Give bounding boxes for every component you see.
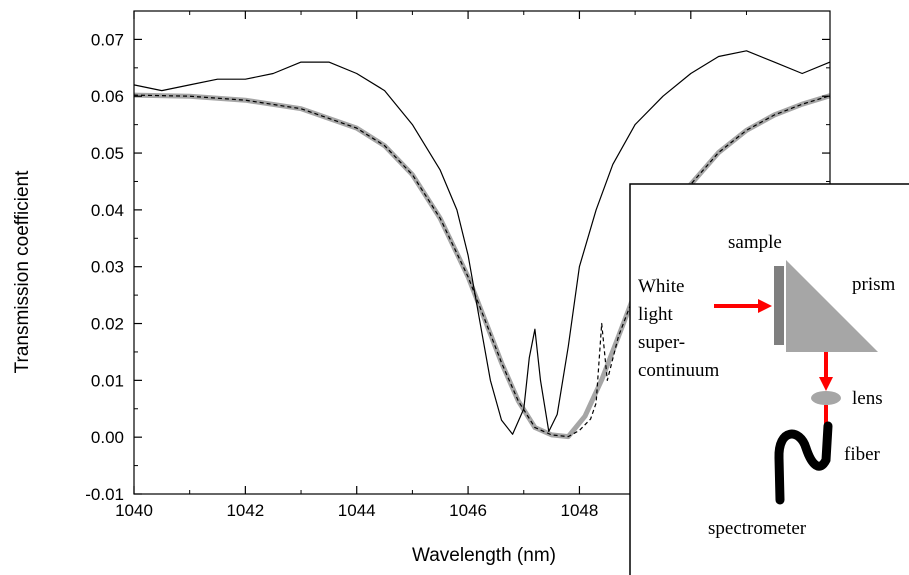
inset-frame	[629, 183, 909, 575]
lens-shape	[811, 391, 841, 405]
sample-plate	[774, 266, 784, 345]
y-tick-label: 0.03	[91, 258, 124, 277]
series-line-3	[133, 94, 831, 438]
x-tick-label: 1046	[449, 501, 487, 520]
inset-label-light: light	[638, 304, 674, 325]
y-tick-label: 0.06	[91, 87, 124, 106]
x-tick-label: 1048	[561, 501, 599, 520]
prism-shape	[786, 260, 878, 352]
inset-label-continuum: continuum	[638, 360, 719, 381]
y-tick-label: 0.07	[91, 30, 124, 49]
y-tick-label: -0.01	[85, 485, 124, 504]
y-tick-label: 0.02	[91, 315, 124, 334]
fiber-cable	[774, 421, 833, 505]
series-line-1	[133, 50, 831, 435]
input-arrow-head	[758, 299, 772, 313]
y-tick-label: 0.01	[91, 371, 124, 390]
y-axis-title: Transmission coefficient	[12, 170, 33, 373]
y-tick-label: 0.04	[91, 201, 124, 220]
inset-label-white: White	[638, 276, 684, 297]
x-tick-label: 1040	[115, 501, 153, 520]
x-tick-label: 1044	[338, 501, 376, 520]
y-tick-label: 0.00	[91, 428, 124, 447]
inset-label-sample: sample	[728, 232, 782, 253]
x-tick-label: 1042	[226, 501, 264, 520]
axes-layer: 104010421044104610481050-0.010.000.010.0…	[85, 10, 831, 520]
inset-label-fiber: fiber	[844, 444, 881, 465]
output-arrow-head	[819, 377, 833, 391]
inset-diagram: sample White light super- continuum pris…	[629, 183, 909, 575]
inset-label-super: super-	[638, 332, 685, 353]
x-axis-title: Wavelength (nm)	[412, 545, 556, 566]
inset-label-prism: prism	[852, 274, 896, 295]
y-tick-label: 0.05	[91, 144, 124, 163]
inset-label-spectrometer: spectrometer	[708, 518, 807, 539]
inset-label-lens: lens	[852, 388, 883, 409]
plot-layer	[133, 50, 831, 440]
